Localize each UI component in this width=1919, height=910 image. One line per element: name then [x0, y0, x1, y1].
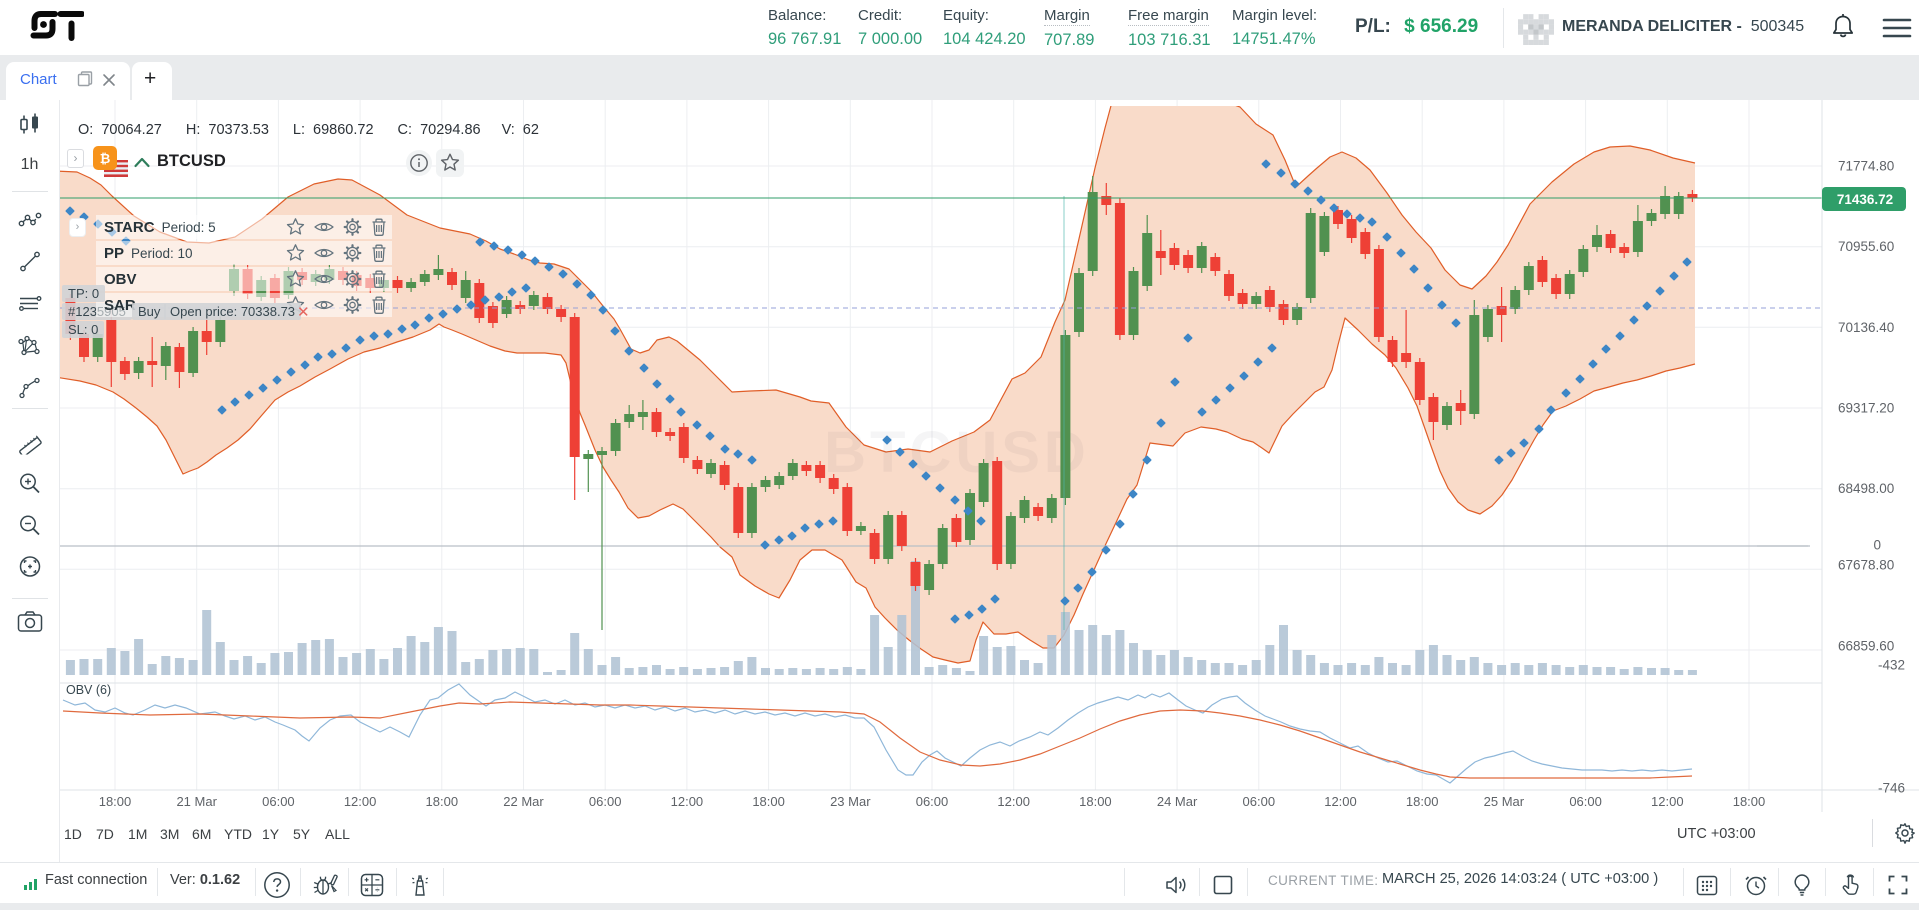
svg-text:BTCUSD: BTCUSD: [824, 420, 1090, 485]
svg-text:0: 0: [1873, 538, 1881, 553]
svg-text:-746: -746: [1878, 781, 1905, 796]
svg-text:70136.40: 70136.40: [1838, 320, 1894, 335]
svg-text:68498.00: 68498.00: [1838, 481, 1894, 496]
svg-text:18:00: 18:00: [752, 794, 785, 809]
svg-text:66859.60: 66859.60: [1838, 639, 1894, 654]
svg-text:OBV (6): OBV (6): [66, 683, 111, 697]
svg-text:06:00: 06:00: [589, 794, 622, 809]
svg-text:25 Mar: 25 Mar: [1484, 794, 1525, 809]
svg-text:18:00: 18:00: [1733, 794, 1766, 809]
svg-text:71436.72: 71436.72: [1837, 192, 1893, 207]
svg-text:24 Mar: 24 Mar: [1157, 794, 1198, 809]
svg-text:18:00: 18:00: [426, 794, 459, 809]
svg-text:-432: -432: [1878, 658, 1905, 673]
svg-text:22 Mar: 22 Mar: [503, 794, 544, 809]
svg-text:12:00: 12:00: [997, 794, 1030, 809]
svg-text:₿: ₿: [100, 151, 111, 166]
svg-text:70955.60: 70955.60: [1838, 239, 1894, 254]
svg-text:06:00: 06:00: [916, 794, 949, 809]
svg-text:21 Mar: 21 Mar: [176, 794, 217, 809]
svg-text:06:00: 06:00: [1569, 794, 1602, 809]
svg-text:12:00: 12:00: [1324, 794, 1357, 809]
svg-text:18:00: 18:00: [1079, 794, 1112, 809]
svg-text:06:00: 06:00: [1243, 794, 1276, 809]
svg-text:71774.80: 71774.80: [1838, 159, 1894, 174]
svg-text:69317.20: 69317.20: [1838, 401, 1894, 416]
svg-text:12:00: 12:00: [1651, 794, 1684, 809]
svg-text:12:00: 12:00: [344, 794, 377, 809]
svg-text:06:00: 06:00: [262, 794, 295, 809]
svg-text:23 Mar: 23 Mar: [830, 794, 871, 809]
svg-text:67678.80: 67678.80: [1838, 558, 1894, 573]
svg-text:12:00: 12:00: [671, 794, 704, 809]
svg-text:18:00: 18:00: [99, 794, 132, 809]
svg-text:18:00: 18:00: [1406, 794, 1439, 809]
